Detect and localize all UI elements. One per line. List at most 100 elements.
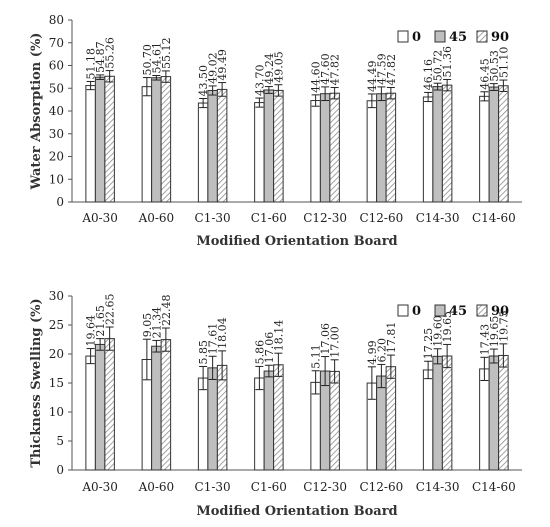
data-label: 22.48 [160,295,173,327]
bar-90-C1-60 [273,364,284,471]
data-label: 17.06 [263,332,276,364]
data-label: 51.10 [497,47,510,79]
x-tick-label: C14-60 [472,211,516,225]
bar-0-A0-30 [85,85,96,203]
data-label: 55.12 [160,37,173,69]
bar-90-A0-60 [160,76,172,203]
data-label: 19.65 [488,316,501,348]
legend-swatch-0 [397,30,409,43]
data-label: 50.53 [488,50,501,82]
bar-90-C14-60 [498,354,509,471]
bar-45-C1-60 [263,89,275,203]
data-label: 50.72 [432,50,445,82]
legend-label-0: 0 [412,30,421,45]
y-tick-label: 30 [49,289,64,303]
bar-90-A0-30 [104,75,115,203]
bar-45-A0-30 [94,343,106,471]
data-label: 9.05 [141,313,154,338]
bar-90-C14-30 [441,355,453,471]
y-tick-label: 10 [49,405,64,419]
data-label: 49.05 [272,51,285,83]
bar-0-C14-60 [479,95,490,203]
legend-label-45: 45 [449,304,467,319]
x-tick-label: C12-30 [303,480,347,494]
bar-90-C12-60 [385,366,397,471]
data-label: 17.25 [422,328,435,360]
data-label: 21.34 [150,307,163,339]
legend-swatch-90 [476,30,488,43]
legend-swatch-0 [397,304,409,317]
data-label: 5.11 [310,344,323,369]
x-tick-label: A0-60 [138,480,175,494]
legend-swatch-45 [434,304,446,317]
x-tick-label: C1-30 [195,480,231,494]
data-label: 54.87 [94,41,107,73]
data-label: 47.82 [385,54,398,86]
data-label: 17.00 [329,326,342,358]
bar-45-A0-60 [151,345,162,471]
data-label: 44.49 [366,60,379,92]
legend-swatch-90 [476,304,488,317]
data-label: 18.04 [216,317,229,349]
data-label: 17.81 [385,322,398,354]
data-label: 17.43 [478,324,491,356]
bar-45-C14-30 [432,86,443,203]
data-label: 43.50 [197,65,210,97]
x-tick-label: C14-60 [472,480,516,494]
x-tick-label: C1-60 [251,211,287,225]
data-label: 21.65 [94,305,107,337]
y-tick-label: 0 [56,195,64,209]
data-label: 47.60 [319,53,332,85]
data-label: 6.20 [375,338,388,363]
y-tick-label: 0 [56,463,64,477]
y-axis-title: Water Absorption (%) [29,33,44,191]
data-label: 55.26 [104,37,117,69]
x-tick-label: C12-30 [303,211,347,225]
y-tick-label: 30 [49,127,64,141]
bar-45-C12-60 [376,375,387,471]
data-label: 17.61 [207,323,220,355]
legend-label-90: 90 [491,30,509,45]
data-label: 19.64 [85,315,98,347]
data-label: 5.85 [197,340,210,365]
x-tick-label: C14-30 [416,211,460,225]
data-label: 19.65 [441,311,454,343]
bar-0-C12-60 [366,100,378,203]
data-label: 43.70 [253,65,266,97]
y-axis-title: Thickness Swelling (%) [29,298,44,467]
y-tick-label: 70 [49,36,64,50]
data-label: 47.59 [375,53,388,85]
data-label: 4.99 [366,340,379,365]
x-tick-label: C1-60 [251,480,287,494]
data-label: 49.02 [207,52,220,84]
data-label: 44.60 [310,61,323,93]
x-axis-title: Modified Orientation Board [196,234,397,249]
data-label: 17.06 [319,323,332,355]
y-tick-label: 10 [49,172,64,186]
y-tick-label: 50 [49,81,64,95]
bar-0-C14-60 [479,368,490,471]
legend-label-0: 0 [412,304,421,319]
bar-45-C12-60 [376,93,387,203]
data-label: 19.60 [432,315,445,347]
bar-90-C1-60 [273,89,284,203]
bar-45-C12-30 [319,93,331,203]
y-tick-label: 25 [49,318,64,332]
data-label: 49.24 [263,53,276,85]
y-tick-label: 5 [56,434,64,448]
y-tick-label: 20 [49,347,64,361]
bar-0-C12-30 [310,100,321,203]
bar-45-C14-30 [432,355,443,471]
data-label: 47.82 [329,54,342,86]
data-label: 18.14 [272,320,285,352]
legend-label-90: 90 [491,304,509,319]
data-label: 49.49 [216,49,229,81]
bar-90-C1-30 [216,88,228,203]
bar-0-C12-30 [310,381,321,471]
y-tick-label: 15 [49,376,64,390]
bar-45-C14-60 [488,355,500,471]
bar-0-A0-30 [85,355,96,471]
x-tick-label: C1-30 [195,211,231,225]
x-axis-title: Modified Orientation Board [196,504,397,519]
bar-90-C12-30 [329,92,340,203]
